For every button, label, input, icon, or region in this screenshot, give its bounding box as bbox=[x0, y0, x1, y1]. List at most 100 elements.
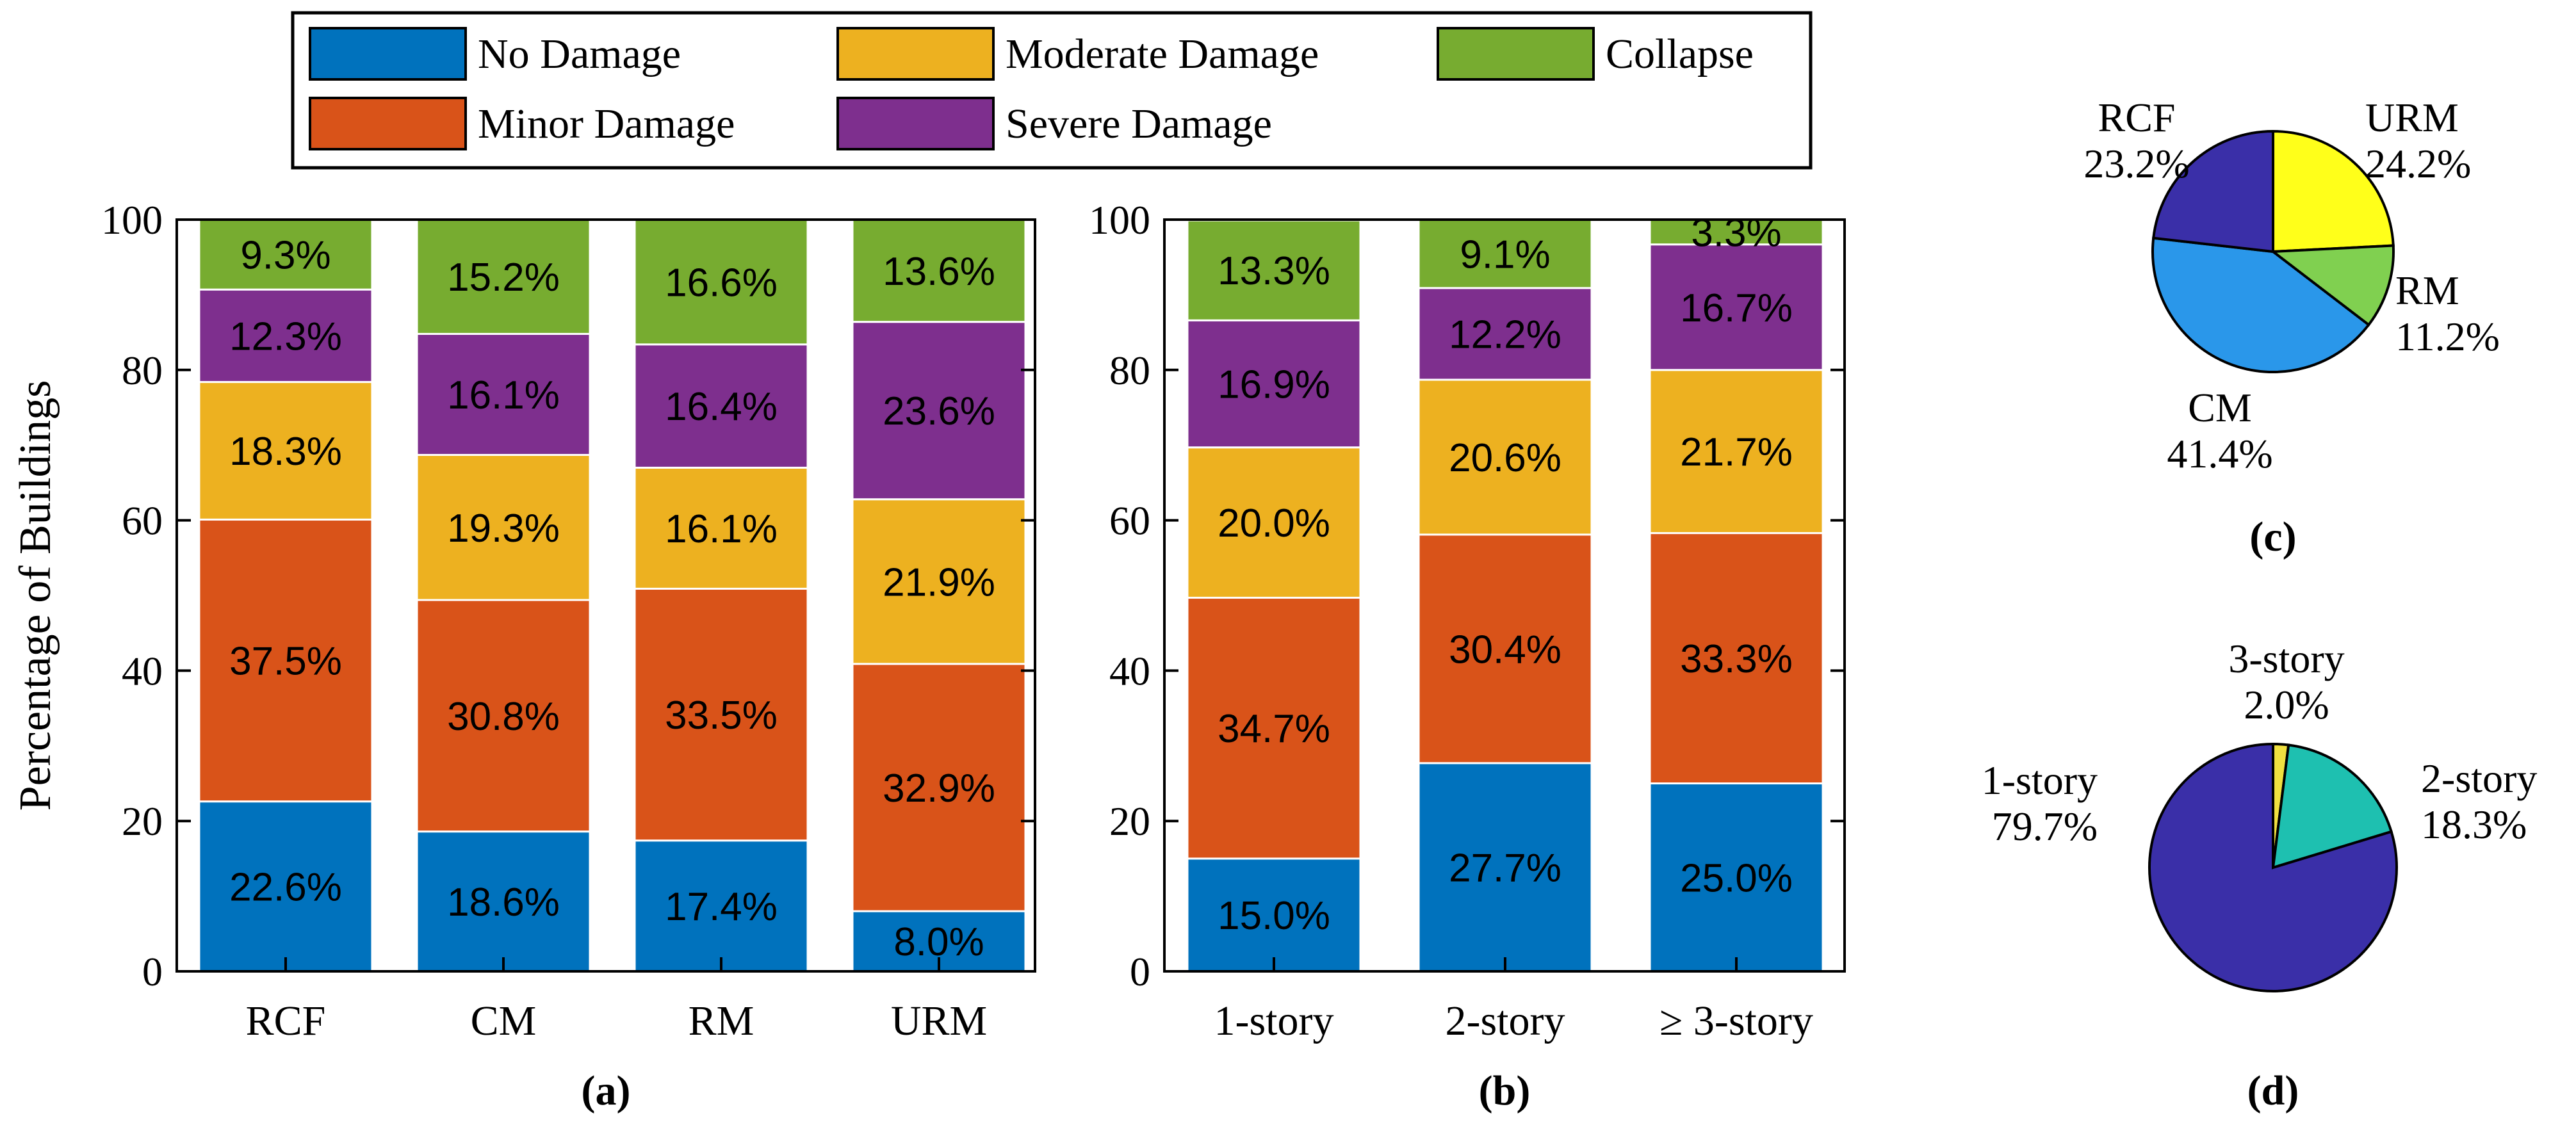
panel-c-slice-name: RM bbox=[2395, 268, 2459, 313]
panel-a-data-label: 16.1% bbox=[665, 507, 778, 551]
panel-a-bar-0-severe-damage bbox=[198, 288, 373, 384]
panel-a-data-label: 32.9% bbox=[883, 766, 995, 811]
panel-a-ytick-label: 60 bbox=[122, 498, 163, 544]
panel-c-slice-rcf bbox=[2151, 129, 2274, 254]
panel-a-ytick-label: 40 bbox=[122, 648, 163, 693]
panel-b-data-label: 21.7% bbox=[1680, 430, 1793, 474]
panel-a-bar-0-moderate-damage bbox=[198, 381, 373, 521]
panel-b-data-label: 15.0% bbox=[1218, 894, 1330, 938]
panel-a-stacked-bar-chart: 0 20 40 60 80 100 RCF CM RM URM 22.6% 37.5% 18.3% 12.… bbox=[11, 197, 1036, 1114]
panel-a-data-label: 13.6% bbox=[883, 250, 995, 294]
panel-b-data-label: 16.9% bbox=[1218, 363, 1330, 407]
panel-a-xtick-label: RM bbox=[689, 998, 754, 1044]
panel-b-ytick-label: 0 bbox=[1130, 949, 1150, 994]
panel-b-data-label: 13.3% bbox=[1218, 249, 1330, 293]
panel-a-xtick-label: CM bbox=[471, 998, 537, 1044]
panel-d-slice-value: 2.0% bbox=[2244, 682, 2329, 727]
legend-swatch-moderate-damage bbox=[836, 27, 995, 81]
panel-b-ytick-label: 40 bbox=[1109, 648, 1150, 693]
panel-a-data-label: 22.6% bbox=[229, 865, 342, 909]
legend-label-severe-damage: Severe Damage bbox=[1006, 101, 1272, 147]
panel-c-slice-cm bbox=[2151, 236, 2371, 373]
panel-a-bar-3-severe-damage bbox=[851, 321, 1027, 501]
panel-a-bar-2-no-damage bbox=[633, 839, 809, 973]
panel-a-panel-label: (a) bbox=[582, 1067, 631, 1114]
panel-b-bar-0-minor-damage bbox=[1186, 597, 1362, 860]
panel-b-data-label: 30.4% bbox=[1449, 627, 1561, 672]
panel-a-data-label: 16.6% bbox=[665, 261, 778, 305]
panel-b-bar-2-minor-damage bbox=[1649, 532, 1824, 784]
panel-b-xtick-label: 1-story bbox=[1214, 998, 1334, 1044]
panel-a-data-label: 18.3% bbox=[229, 430, 342, 474]
panel-a-bar-0-collapse bbox=[198, 218, 373, 291]
legend-swatch-severe-damage bbox=[836, 97, 995, 150]
panel-a-data-label: 8.0% bbox=[893, 920, 984, 964]
panel-a-data-label: 15.2% bbox=[447, 255, 560, 300]
legend-label-minor-damage: Minor Damage bbox=[478, 101, 735, 147]
panel-b-data-label: 3.3% bbox=[1691, 211, 1781, 255]
panel-a-data-label: 21.9% bbox=[883, 560, 995, 604]
panel-a-bar-1-severe-damage bbox=[416, 332, 591, 456]
panel-c-slice-name: URM bbox=[2365, 95, 2459, 140]
panel-b-data-label: 9.1% bbox=[1460, 232, 1550, 277]
panel-b-panel-label: (b) bbox=[1479, 1067, 1531, 1114]
panel-c-slice-value: 11.2% bbox=[2395, 314, 2500, 359]
panel-b-bar-1-severe-damage bbox=[1417, 287, 1593, 381]
panel-a-xtick-label: URM bbox=[891, 998, 987, 1044]
legend: No Damage Moderate Damage Collapse Minor Da… bbox=[291, 11, 1813, 170]
panel-b-bar-0-no-damage bbox=[1186, 857, 1362, 973]
panel-b-stacked-bar-chart: 0 20 40 60 80 100 1-story 2-story ≥ 3-story 15.0%… bbox=[1089, 197, 1846, 1114]
panel-a-ytick-label: 0 bbox=[142, 949, 163, 994]
panel-a-bar-3-collapse bbox=[851, 218, 1027, 323]
panel-c-slice-urm bbox=[2272, 129, 2395, 254]
panel-d-slice-value: 79.7% bbox=[1992, 804, 2098, 849]
panel-a-bar-2-severe-damage bbox=[633, 343, 809, 469]
legend-label-no-damage: No Damage bbox=[478, 31, 681, 77]
panel-b-bar-1-minor-damage bbox=[1417, 533, 1593, 765]
panel-a-xtick-label: RCF bbox=[246, 998, 326, 1044]
panel-c-slice-rm bbox=[2269, 244, 2395, 327]
panel-b-ytick-label: 20 bbox=[1109, 798, 1150, 844]
panel-a-bar-2-collapse bbox=[633, 218, 809, 346]
panel-c-panel-label: (c) bbox=[2249, 514, 2296, 560]
panel-b-xtick-label: 2-story bbox=[1446, 998, 1565, 1044]
panel-b-bar-1-collapse bbox=[1417, 218, 1593, 289]
panel-d-slice-value: 18.3% bbox=[2421, 802, 2527, 847]
panel-d-slice-name: 2-story bbox=[2421, 756, 2537, 801]
panel-a-axes-box bbox=[175, 218, 1036, 973]
panel-d-slice-name: 3-story bbox=[2228, 636, 2344, 681]
panel-a-bar-2-minor-damage bbox=[633, 587, 809, 842]
panel-c-slice-value: 24.2% bbox=[2365, 141, 2471, 186]
panel-a-bar-1-collapse bbox=[416, 218, 591, 335]
panel-b-data-label: 16.7% bbox=[1680, 286, 1793, 330]
panel-c-slice-value: 41.4% bbox=[2167, 431, 2272, 476]
panel-a-bar-1-minor-damage bbox=[416, 599, 591, 833]
panel-a-data-label: 12.3% bbox=[229, 314, 342, 359]
panel-a-data-label: 33.5% bbox=[665, 693, 778, 738]
panel-b-bar-0-severe-damage bbox=[1186, 319, 1362, 449]
panel-a-bar-3-minor-damage bbox=[851, 663, 1027, 912]
panel-a-bar-0-no-damage bbox=[198, 800, 373, 973]
panel-a-data-label: 37.5% bbox=[229, 640, 342, 684]
panel-b-data-label: 20.0% bbox=[1218, 501, 1330, 546]
panel-b-bar-2-moderate-damage bbox=[1649, 369, 1824, 535]
panel-d-slice-2-story bbox=[2271, 743, 2393, 870]
panel-a-data-label: 9.3% bbox=[240, 234, 330, 278]
panel-c-slice-name: CM bbox=[2188, 385, 2252, 430]
legend-swatch-minor-damage bbox=[309, 97, 467, 150]
panel-b-data-label: 33.3% bbox=[1680, 637, 1793, 681]
panel-a-data-label: 30.8% bbox=[447, 695, 560, 739]
legend-swatch-no-damage bbox=[309, 27, 467, 81]
panel-a-ytick-label: 80 bbox=[122, 348, 163, 393]
legend-label-collapse: Collapse bbox=[1606, 31, 1754, 77]
panel-b-ytick-label: 80 bbox=[1109, 348, 1150, 393]
panel-b-data-label: 12.2% bbox=[1449, 312, 1561, 357]
panel-a-ytick-label: 100 bbox=[101, 197, 163, 243]
panel-d-slice-name: 1-story bbox=[1982, 757, 2098, 803]
panel-d-panel-label: (d) bbox=[2247, 1067, 2299, 1114]
panel-a-bar-3-moderate-damage bbox=[851, 498, 1027, 665]
panel-b-bar-0-moderate-damage bbox=[1186, 446, 1362, 599]
